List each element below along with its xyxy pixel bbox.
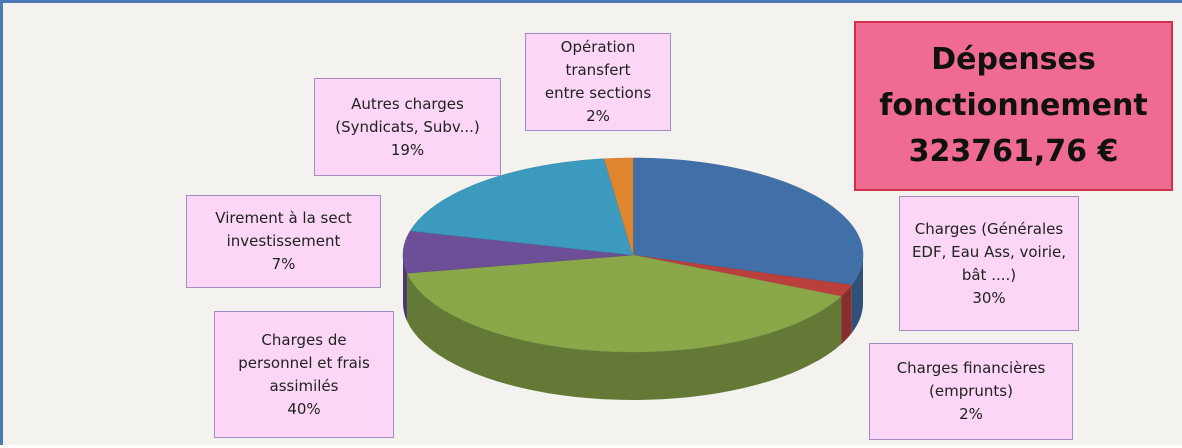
pie-slice [406, 254, 842, 353]
value-label: 7% [271, 255, 296, 273]
pie-slice [632, 157, 864, 286]
pie-slice [603, 157, 634, 256]
category-name: Virement à la sect investissement [215, 209, 352, 250]
pie-slice [409, 158, 634, 256]
value-label: 30% [972, 288, 1006, 307]
category-name: Charges financières (emprunts) [896, 359, 1046, 400]
pie-slice [632, 254, 853, 297]
value-label: 19% [390, 140, 425, 159]
category-name: Charges (Générales EDF, Eau Ass, voirie,… [911, 219, 1067, 284]
category-name: Opération transfert entre sections [544, 38, 652, 102]
slice-label: Virement à la sect investissement 7% [186, 195, 381, 288]
pie-slice-side [407, 273, 842, 400]
slice-label: Charges de personnel et frais assimilés 4… [214, 311, 394, 438]
value-label: 2% [586, 107, 610, 125]
category-name: Autres charges (Syndicats, Subv...) [335, 94, 480, 136]
pie-slice-side [403, 255, 408, 322]
value-label: 40% [287, 399, 321, 418]
pie-slice [402, 230, 634, 274]
slice-label: Autres charges (Syndicats, Subv...) 19% [314, 78, 501, 176]
pie-slice-side [851, 255, 863, 333]
slice-label: Opération transfert entre sections 2% [525, 33, 671, 131]
value-label: 2% [959, 405, 983, 423]
category-name: Charges de personnel et frais assimilés [238, 330, 370, 395]
pie [402, 157, 864, 400]
chart-title: Dépenses fonctionnement 323761,76 € [854, 21, 1173, 191]
pie-slice-side [841, 285, 852, 345]
slice-label: Charges financières (emprunts) 2% [869, 343, 1073, 440]
slice-label: Charges (Générales EDF, Eau Ass, voirie,… [899, 196, 1079, 331]
